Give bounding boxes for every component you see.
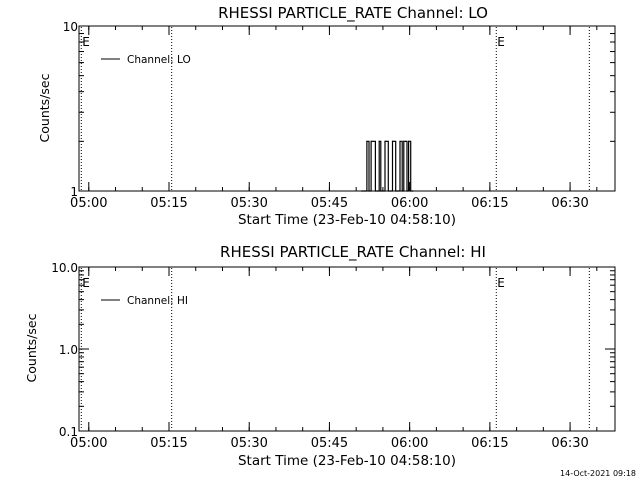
plot-frame [78,25,616,192]
data-point [395,190,397,192]
x-tick-label: 06:00 [391,196,428,211]
plot-frame [78,266,616,432]
data-point [391,140,394,142]
data-point [386,140,388,142]
y-axis-label: Counts/sec [24,313,39,382]
data-point [401,190,403,192]
x-tick-label: 06:30 [551,436,588,451]
data-point [397,190,399,192]
data-point [366,140,368,142]
data-point [363,190,365,192]
x-tick-label: 05:15 [150,196,187,211]
data-point [384,140,386,142]
y-tick-label: 10 [63,20,78,34]
data-point [382,190,384,192]
x-axis-label: Start Time (23-Feb-10 04:58:10) [238,453,456,469]
data-point [370,140,372,142]
event-marker-label: E [497,276,505,290]
y-tick-label: 0.1 [59,425,78,439]
event-marker-label: E [82,276,90,290]
timestamp-label: 14-Oct-2021 09:18 [560,469,636,478]
data-point [389,190,391,192]
data-point [376,190,379,192]
x-tick-label: 05:00 [70,196,107,211]
data-point [374,190,377,192]
x-tick-label: 05:15 [150,436,187,451]
x-tick-label: 05:30 [230,196,267,211]
y-tick-label: 10.0 [51,261,78,275]
x-axis-label: Start Time (23-Feb-10 04:58:10) [238,212,456,228]
x-tick-label: 05:30 [230,436,267,451]
panel-lo: RHESSI PARTICLE_RATE Channel: LO Start Ti… [37,4,616,228]
event-marker-label: E [497,35,505,49]
data-point [406,190,408,192]
data-point [411,190,413,192]
data-point [372,140,374,142]
data-point [399,140,401,142]
data-point [380,190,382,192]
data-point [407,140,410,142]
panel-hi: RHESSI PARTICLE_RATE Channel: HI Start Ti… [24,243,616,469]
y-tick-label: 1.0 [59,343,78,357]
y-axis-label: Counts/sec [37,73,52,142]
data-point [378,140,380,142]
y-tick-label: 1 [70,185,78,199]
x-tick-label: 05:45 [311,196,348,211]
data-point [393,140,395,142]
series-line [361,140,414,192]
data-point [387,190,389,192]
x-tick-label: 05:45 [311,436,348,451]
x-tick-label: 06:30 [551,196,588,211]
x-tick-label: 05:00 [70,436,107,451]
data-point [404,140,406,142]
data-point [368,190,370,192]
legend-label: Channel: HI [127,295,188,307]
data-point [360,190,363,192]
x-tick-label: 06:15 [471,436,508,451]
data-point [403,140,405,142]
x-tick-label: 06:00 [391,436,428,451]
x-tick-label: 06:15 [471,196,508,211]
legend-label: Channel: LO [127,54,191,66]
event-marker-label: E [82,35,90,49]
chart-title: RHESSI PARTICLE_RATE Channel: HI [220,243,486,262]
chart-title: RHESSI PARTICLE_RATE Channel: LO [218,4,488,23]
data-point [410,190,412,192]
